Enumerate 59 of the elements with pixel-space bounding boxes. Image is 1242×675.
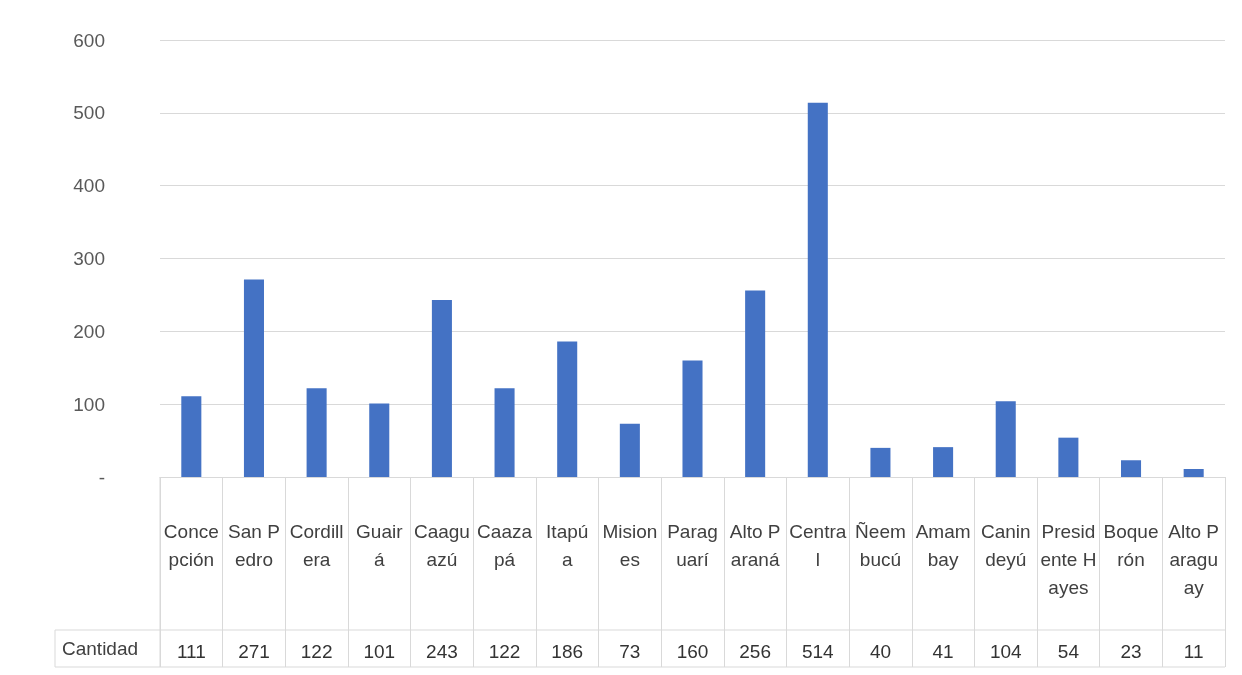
- x-tick-label: Canindeyú: [980, 520, 1031, 570]
- bar: [369, 403, 390, 477]
- data-label: 256: [739, 640, 771, 662]
- data-label: 104: [989, 640, 1023, 662]
- bar: [243, 279, 264, 477]
- data-label: 23: [1120, 640, 1142, 662]
- bar: [807, 102, 828, 477]
- y-tick-label: -: [98, 466, 105, 488]
- data-label: 41: [932, 640, 954, 662]
- bar: [870, 447, 891, 477]
- bar: [306, 388, 327, 477]
- data-label: 111: [176, 640, 206, 662]
- bar: [619, 423, 640, 477]
- x-tick-label: Concepción: [163, 520, 219, 570]
- data-label: 101: [363, 640, 396, 662]
- y-tick-label: 600: [73, 29, 105, 51]
- text: Cantidad: [62, 638, 139, 659]
- data-label: 122: [300, 640, 333, 662]
- bar: [682, 360, 703, 477]
- data-label: 54: [1057, 640, 1080, 662]
- y-tick-label: 300: [73, 248, 105, 269]
- data-label: 243: [426, 640, 458, 662]
- x-tick-label: San Pedro: [228, 520, 280, 570]
- bar: [431, 300, 452, 477]
- data-label: 514: [801, 640, 835, 662]
- data-label: 122: [488, 640, 521, 662]
- bar: [494, 388, 515, 477]
- x-tick-label: Amambay: [915, 520, 971, 570]
- data-label: 11: [1183, 640, 1204, 662]
- x-tick-label: Alto Paraguay: [1168, 520, 1220, 598]
- y-tick-label: 100: [73, 393, 105, 415]
- x-tick-label: Guairá: [356, 520, 404, 570]
- data-label: 186: [551, 640, 584, 662]
- bar: [995, 401, 1016, 477]
- x-tick-label: Caaguazú: [413, 520, 470, 570]
- x-tick-label: Presidente Hayes: [1040, 520, 1097, 598]
- x-tick-label: Ñeembucú: [855, 520, 906, 570]
- x-tick-label: Misiones: [602, 520, 658, 570]
- y-tick-label: 400: [73, 175, 105, 197]
- bar: [1058, 437, 1079, 477]
- bar: [557, 341, 578, 477]
- data-label: 160: [676, 640, 709, 662]
- x-tick-label: Cordillera: [289, 520, 344, 570]
- bar: [1121, 460, 1142, 477]
- bar: [933, 447, 954, 477]
- bar: [181, 396, 202, 477]
- x-tick-label: Boquerón: [1103, 520, 1159, 570]
- x-tick-label: Alto Paraná: [729, 520, 781, 570]
- data-label: 73: [619, 640, 641, 662]
- y-tick-label: 200: [73, 320, 105, 342]
- x-tick-label: Central: [789, 520, 847, 570]
- bar: [745, 290, 766, 477]
- x-tick-label: Paraguarí: [667, 520, 718, 570]
- x-tick-label: Caazapá: [477, 520, 533, 570]
- y-tick-label: 500: [73, 102, 105, 124]
- bar: [1183, 468, 1204, 477]
- x-tick-label: Itapúa: [546, 520, 589, 570]
- data-label: 271: [238, 640, 270, 662]
- data-label: 40: [869, 640, 892, 662]
